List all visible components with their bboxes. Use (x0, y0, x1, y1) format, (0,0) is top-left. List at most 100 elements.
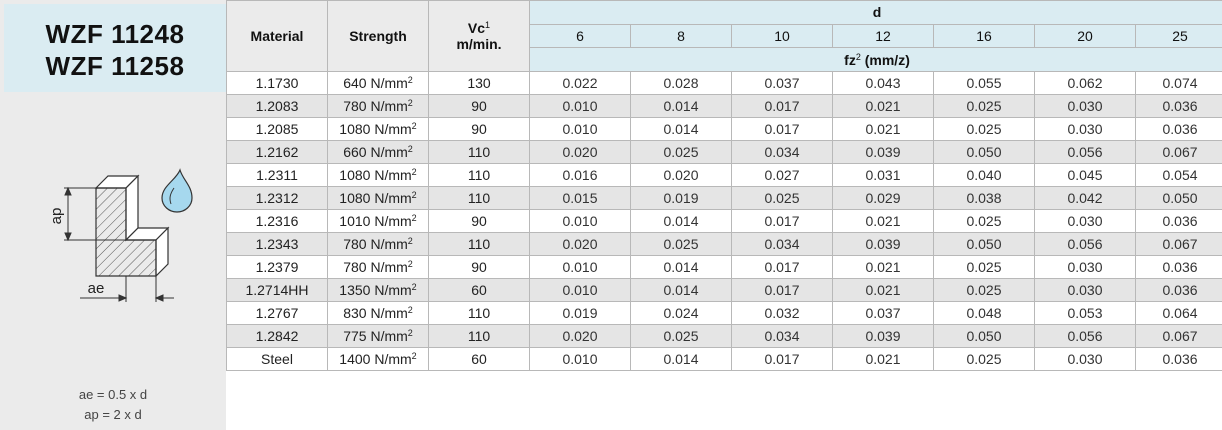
fz-cell: 0.014 (630, 255, 732, 279)
fz-cell: 0.024 (630, 301, 732, 325)
strength-unit-exponent: 2 (411, 167, 417, 177)
strength-value: 1400 (339, 351, 371, 367)
table-row: 1.2162 660 N/mm2 110 0.020 0.025 0.034 0.039 0.… (226, 140, 1222, 164)
fz-cell: 0.030 (1034, 347, 1136, 371)
fz-cell: 0.025 (933, 255, 1035, 279)
fz-cell: 0.034 (731, 140, 833, 164)
strength-value: 1080 (339, 190, 371, 206)
fz-cell: 0.020 (529, 140, 631, 164)
fz-cell: 0.025 (933, 347, 1035, 371)
fz-cell: 0.017 (731, 94, 833, 118)
ae-formula: ae = 0.5 x d (78, 387, 148, 402)
strength-unit: N/mm (374, 167, 412, 183)
material-cell: 1.2714HH (226, 278, 328, 302)
fz-cell: 0.010 (529, 209, 631, 233)
tool-info-panel: WZF 11248 WZF 11258 (0, 0, 226, 430)
table-row: 1.2312 1080 N/mm2 110 0.015 0.019 0.025 0.029 0… (226, 186, 1222, 210)
strength-cell: 1080 N/mm2 (327, 163, 429, 187)
fz-cell: 0.038 (933, 186, 1035, 210)
material-cell: 1.1730 (226, 71, 328, 95)
vc-cell: 90 (428, 255, 530, 279)
fz-cell: 0.040 (933, 163, 1035, 187)
vc-cell: 110 (428, 163, 530, 187)
fz-cell: 0.010 (529, 255, 631, 279)
fz-cell: 0.064 (1134, 301, 1222, 325)
fz-cell: 0.017 (731, 255, 833, 279)
strength-value: 640 (343, 75, 367, 91)
fz-cell: 0.050 (933, 232, 1035, 256)
fz-cell: 0.056 (1034, 140, 1136, 164)
fz-cell: 0.017 (731, 347, 833, 371)
fz-cell: 0.039 (832, 324, 934, 348)
fz-cell: 0.025 (630, 324, 732, 348)
strength-unit-exponent: 2 (411, 213, 417, 223)
table-row: 1.2379 780 N/mm2 90 0.010 0.014 0.017 0.021 0.0… (226, 255, 1222, 279)
fz-cell: 0.050 (933, 140, 1035, 164)
strength-unit-exponent: 2 (407, 305, 413, 315)
fz-cell: 0.030 (1034, 94, 1136, 118)
strength-unit: N/mm (370, 236, 408, 252)
fz-cell: 0.034 (731, 232, 833, 256)
table-row: 1.2714HH 1350 N/mm2 60 0.010 0.014 0.017 0.021… (226, 278, 1222, 302)
diameter-header: 12 (832, 23, 934, 49)
strength-unit: N/mm (370, 328, 408, 344)
ap-formula: ap = 2 x d (84, 407, 142, 422)
table-row: 1.2767 830 N/mm2 110 0.019 0.024 0.032 0.037 0.… (226, 301, 1222, 325)
fz-cell: 0.030 (1034, 117, 1136, 141)
strength-value: 1080 (339, 121, 371, 137)
fz-cell: 0.042 (1034, 186, 1136, 210)
ap-label: ap (50, 208, 65, 225)
fz-cell: 0.031 (832, 163, 934, 187)
vc-cell: 90 (428, 94, 530, 118)
vc-cell: 90 (428, 209, 530, 233)
material-cell: 1.2767 (226, 301, 328, 325)
fz-cell: 0.021 (832, 255, 934, 279)
fz-cell: 0.037 (832, 301, 934, 325)
fz-cell: 0.036 (1134, 347, 1222, 371)
diameter-header: 10 (731, 23, 833, 49)
fz-cell: 0.020 (630, 163, 732, 187)
strength-unit: N/mm (370, 259, 408, 275)
material-cell: Steel (226, 347, 328, 371)
vc-cell: 90 (428, 117, 530, 141)
fz-cell: 0.054 (1134, 163, 1222, 187)
strength-cell: 1080 N/mm2 (327, 186, 429, 210)
fz-cell: 0.025 (933, 209, 1035, 233)
fz-cell: 0.048 (933, 301, 1035, 325)
fz-unit: (mm/z) (864, 51, 910, 68)
fz-cell: 0.050 (1134, 186, 1222, 210)
fz-cell: 0.010 (529, 94, 631, 118)
strength-unit-exponent: 2 (411, 282, 417, 292)
vc-footnote: 1 (485, 20, 491, 30)
vc-cell: 60 (428, 347, 530, 371)
strength-cell: 1080 N/mm2 (327, 117, 429, 141)
strength-unit-exponent: 2 (407, 75, 413, 85)
product-code-1: WZF 11248 (45, 19, 185, 49)
strength-cell: 780 N/mm2 (327, 255, 429, 279)
strength-value: 1080 (339, 167, 371, 183)
strength-cell: 640 N/mm2 (327, 71, 429, 95)
vc-cell: 110 (428, 301, 530, 325)
fz-cell: 0.030 (1034, 278, 1136, 302)
table-row: Steel 1400 N/mm2 60 0.010 0.014 0.017 0.021 0.0… (226, 347, 1222, 371)
fz-cell: 0.034 (731, 324, 833, 348)
fz-cell: 0.050 (933, 324, 1035, 348)
workpiece-shape (94, 174, 170, 278)
fz-cell: 0.043 (832, 71, 934, 95)
fz-cell: 0.062 (1034, 71, 1136, 95)
fz-cell: 0.053 (1034, 301, 1136, 325)
fz-cell: 0.025 (630, 140, 732, 164)
cutting-data-table: Material Strength Vc1 m/min. d 6 8 10 12 16 2… (226, 0, 1222, 371)
strength-unit: N/mm (370, 305, 408, 321)
fz-cell: 0.025 (933, 94, 1035, 118)
fz-cell: 0.056 (1034, 324, 1136, 348)
fz-cell: 0.036 (1134, 94, 1222, 118)
strength-cell: 1400 N/mm2 (327, 347, 429, 371)
strength-unit: N/mm (370, 98, 408, 114)
strength-value: 830 (343, 305, 367, 321)
material-cell: 1.2842 (226, 324, 328, 348)
product-title-box: WZF 11248 WZF 11258 (4, 4, 226, 92)
material-cell: 1.2379 (226, 255, 328, 279)
strength-cell: 1010 N/mm2 (327, 209, 429, 233)
fz-cell: 0.030 (1034, 209, 1136, 233)
